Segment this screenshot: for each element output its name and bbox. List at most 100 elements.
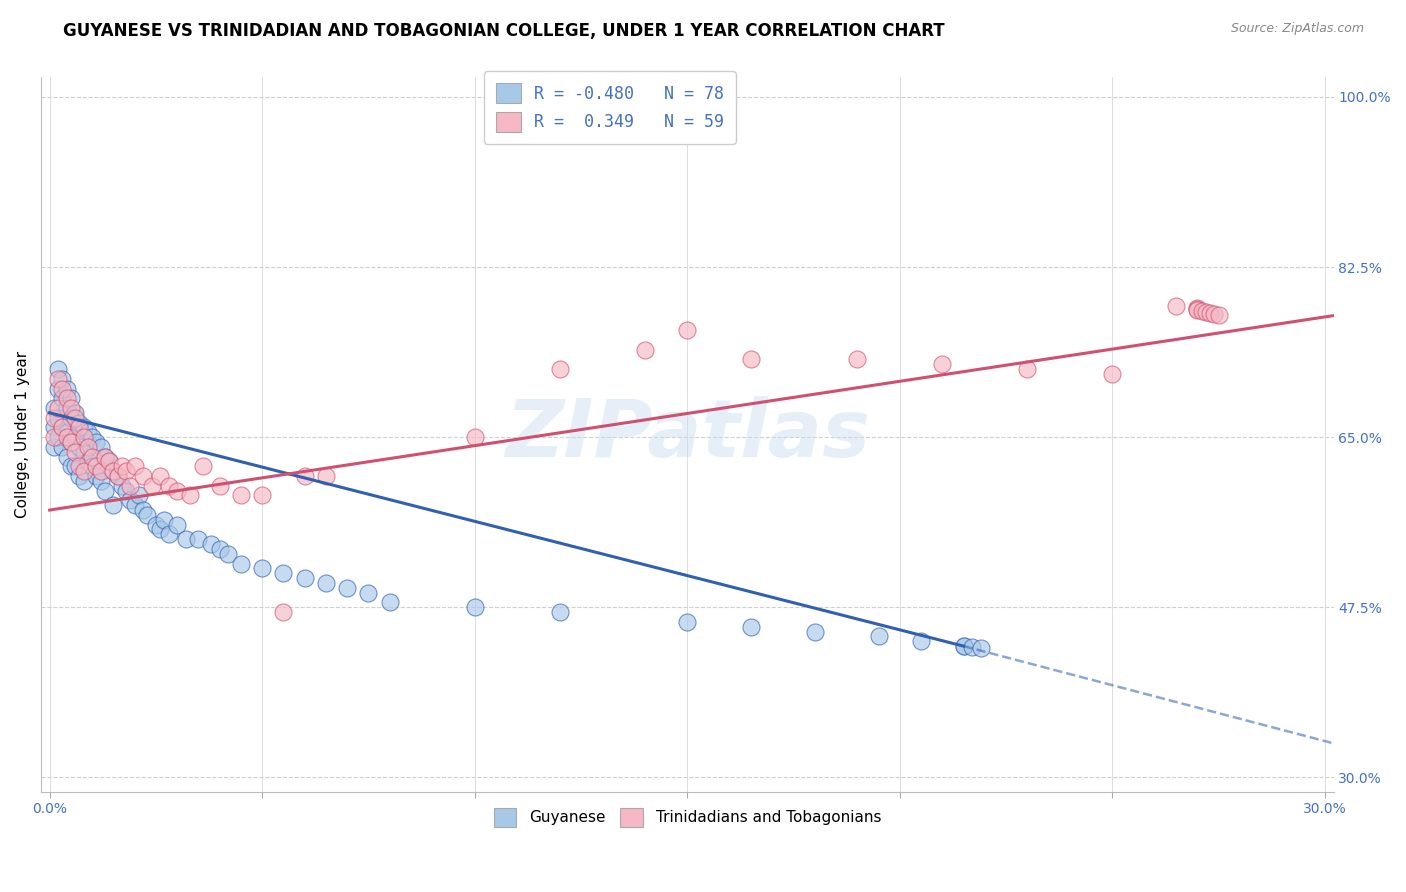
Point [77,425,100,440]
Point [90,464,112,478]
Point [315,469,337,483]
Point [294,571,316,585]
Point [86,459,108,474]
Point [1199,306,1222,320]
Point [51,391,73,405]
Point [51,420,73,434]
Point [149,523,172,537]
Point [464,600,486,615]
Point [63,406,86,420]
Point [548,362,571,376]
Point [59,391,82,405]
Text: ZIPatlas: ZIPatlas [505,396,870,474]
Point [378,595,401,609]
Point [103,464,125,478]
Point [63,430,86,444]
Point [55,450,77,464]
Point [59,410,82,425]
Point [208,479,231,493]
Point [90,474,112,488]
Point [740,352,762,367]
Point [42,430,65,444]
Point [952,639,974,653]
Point [846,352,869,367]
Point [46,372,69,386]
Point [336,581,359,595]
Point [67,416,90,430]
Point [98,454,121,468]
Point [67,440,90,454]
Point [153,513,176,527]
Point [166,483,188,498]
Point [1017,362,1039,376]
Point [94,450,117,464]
Point [46,430,69,444]
Point [46,410,69,425]
Point [55,425,77,440]
Point [86,469,108,483]
Point [464,430,486,444]
Point [273,605,295,619]
Point [1195,304,1218,318]
Point [115,464,138,478]
Point [63,459,86,474]
Point [86,435,108,450]
Point [55,401,77,415]
Point [55,430,77,444]
Point [72,444,94,458]
Point [72,474,94,488]
Point [46,382,69,396]
Point [120,479,142,493]
Point [740,620,762,634]
Point [98,454,121,468]
Point [72,430,94,444]
Point [132,503,155,517]
Point [94,450,117,464]
Point [315,576,337,591]
Point [969,641,991,656]
Point [132,469,155,483]
Point [67,420,90,434]
Point [46,401,69,415]
Point [82,459,104,474]
Point [952,639,974,653]
Point [200,537,222,551]
Point [107,469,129,483]
Point [46,362,69,376]
Point [59,435,82,450]
Point [72,420,94,434]
Point [804,624,827,639]
Point [55,382,77,396]
Point [157,527,180,541]
Point [273,566,295,581]
Point [136,508,159,522]
Point [124,459,146,474]
Point [115,483,138,498]
Point [1204,307,1226,321]
Point [103,498,125,512]
Point [51,420,73,434]
Point [72,464,94,478]
Point [42,410,65,425]
Point [42,401,65,415]
Point [120,493,142,508]
Point [166,517,188,532]
Point [124,498,146,512]
Point [141,479,163,493]
Point [128,488,150,502]
Point [191,459,214,474]
Point [51,372,73,386]
Point [63,410,86,425]
Point [548,605,571,619]
Point [111,459,134,474]
Point [1208,308,1230,322]
Point [103,464,125,478]
Point [910,634,932,648]
Point [229,488,252,502]
Point [42,420,65,434]
Point [67,469,90,483]
Point [676,323,699,337]
Point [157,479,180,493]
Point [55,391,77,405]
Point [208,541,231,556]
